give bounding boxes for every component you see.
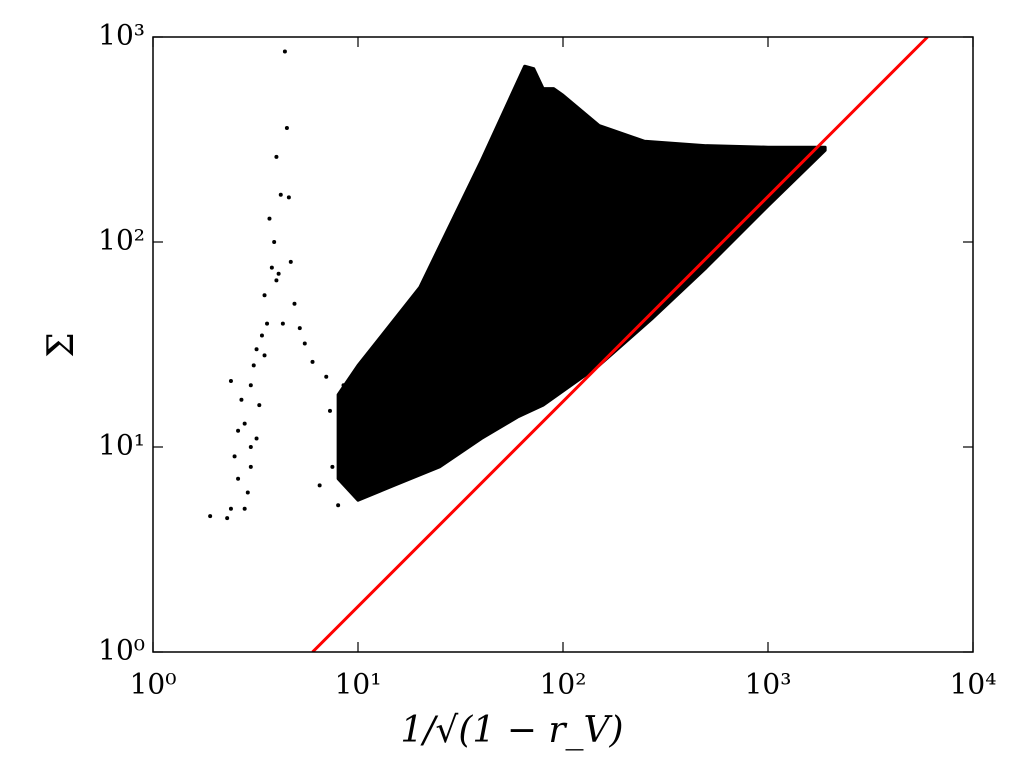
scatter-point: [228, 378, 233, 383]
scatter-point: [292, 301, 297, 306]
y-tick-label: 10²: [98, 224, 145, 257]
scatter-point: [239, 397, 244, 402]
scatter-point: [282, 49, 287, 54]
scatter-point: [228, 506, 233, 511]
y-tick-label: 10¹: [98, 429, 145, 462]
scatter-point: [262, 353, 267, 358]
scatter-point: [278, 192, 283, 197]
scatter-point: [336, 503, 341, 508]
scatter-point: [284, 125, 289, 130]
fit-line: [311, 37, 929, 652]
scatter-point: [274, 278, 279, 283]
scatter-point: [324, 374, 329, 379]
scatter-point: [317, 483, 322, 488]
scatter-point: [254, 436, 259, 441]
scatter-point: [254, 347, 259, 352]
x-tick-label: 10¹: [335, 668, 382, 701]
scatter-point: [288, 259, 293, 264]
scatter-point: [236, 428, 241, 433]
x-tick-label: 10³: [745, 668, 792, 701]
scatter-point: [232, 454, 237, 459]
scatter-point: [267, 216, 272, 221]
scatter-point: [257, 403, 262, 408]
scatter-point: [242, 421, 247, 426]
scatter-point: [274, 154, 279, 159]
scatter-point: [242, 506, 247, 511]
scatter-point: [269, 265, 274, 270]
scatter-point: [248, 383, 253, 388]
y-tick-label: 10⁰: [98, 634, 145, 667]
scatter-point: [310, 359, 315, 364]
scatter-point: [286, 195, 291, 200]
scatter-point: [208, 514, 213, 519]
scatter-point: [251, 363, 256, 368]
scatter-point: [245, 490, 250, 495]
scatter-point: [302, 341, 307, 346]
scatter-point: [276, 271, 281, 276]
dense-region: [336, 64, 827, 502]
scatter-point: [259, 333, 264, 338]
scatter-point: [262, 293, 267, 298]
x-tick-label: 10²: [540, 668, 587, 701]
scatter-point: [248, 464, 253, 469]
scatter-point: [330, 464, 335, 469]
y-axis-label: Σ: [41, 332, 82, 357]
scatter-point: [327, 408, 332, 413]
x-tick-label: 10⁰: [130, 668, 177, 701]
scatter-point: [236, 476, 241, 481]
scatter-point: [248, 445, 253, 449]
x-tick-label: 10⁴: [950, 668, 997, 701]
y-tick-label: 10³: [98, 19, 145, 52]
scatter-point: [225, 516, 230, 521]
scatter-point: [265, 321, 270, 326]
scatter-point: [297, 326, 302, 331]
scatter-point: [272, 240, 277, 244]
x-axis-label: 1/√(1 − r_V): [400, 710, 623, 751]
scatter-point: [280, 321, 285, 326]
